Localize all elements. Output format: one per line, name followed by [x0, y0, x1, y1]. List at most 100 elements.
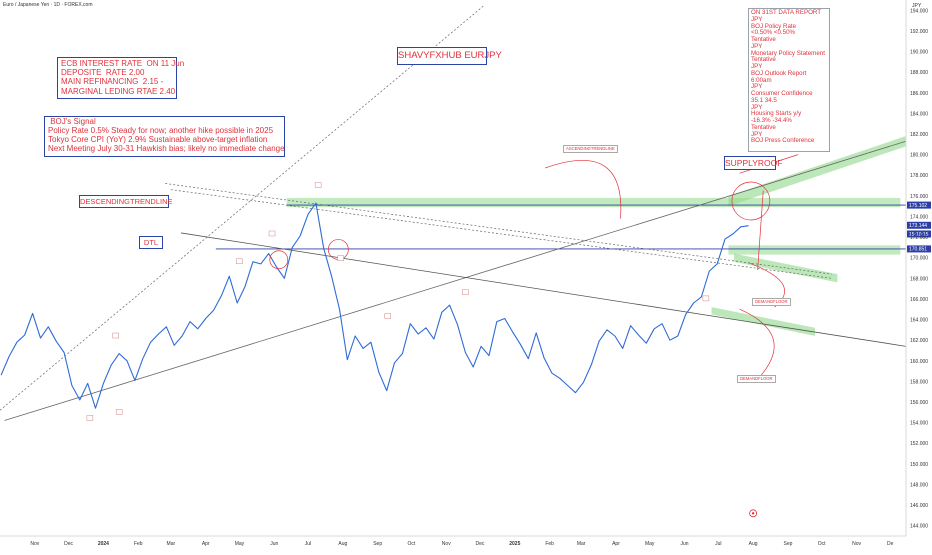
circle-may: [269, 250, 289, 270]
symbol-title: Euro / Japanese Yen · 1D · FOREX.com: [3, 2, 93, 8]
trendlines: [0, 4, 907, 421]
y-tick-label: 178.000: [910, 173, 928, 179]
demand-floor-label-1[interactable]: DEMANDFLOOR: [752, 298, 791, 306]
chart-annotation-title[interactable]: SHAVYFXHUB EURJPY: [397, 47, 502, 65]
y-tick-label: 174.000: [910, 214, 928, 220]
tag-point: [115, 409, 123, 415]
countdown-marker-bg: [907, 230, 931, 238]
support-marker-bg: [907, 245, 931, 253]
countdown-marker: 15:10:15: [909, 232, 929, 238]
arc-demand-2: [739, 308, 775, 380]
y-tick-label: 188.000: [910, 70, 928, 76]
x-tick-label: Nov: [852, 541, 861, 547]
x-tick-label: Oct: [408, 541, 416, 547]
supply-roof-label[interactable]: SUPPLYROOF: [724, 156, 783, 170]
dtl-line: [180, 232, 907, 347]
zones: [286, 136, 906, 337]
x-tick-label: Mar: [167, 541, 176, 547]
x-tick-label: Oct: [818, 541, 826, 547]
x-tick-label: Nov: [30, 541, 39, 547]
x-tick-label: Feb: [134, 541, 143, 547]
tag-point: [268, 230, 276, 237]
marks: 175.102 173.144 15:10:15 170.851: [86, 154, 931, 518]
tag-point: [702, 295, 710, 302]
tag-point: [314, 182, 322, 188]
rising-supply-band: [728, 136, 906, 207]
y-tick-label: 162.000: [910, 338, 928, 344]
y-tick-label: 192.000: [910, 29, 928, 35]
y-tick-label: 172.000: [910, 235, 928, 241]
data-report-note[interactable]: ON 31ST DATA REPORT JPY BOJ Policy Rate …: [748, 8, 830, 152]
tag-point: [86, 415, 94, 421]
y-tick-label: 146.000: [910, 503, 928, 509]
x-tick-label: Mar: [577, 541, 586, 547]
y-axis: 144.000 146.000 148.000 150.000 152.000 154.0…: [905, 0, 928, 536]
y-tick-label: 186.000: [910, 91, 928, 97]
x-tick-label: Jun: [681, 541, 689, 547]
y-tick-label: 150.000: [910, 462, 928, 468]
series: [0, 202, 749, 409]
tag-point: [236, 258, 243, 265]
dotted-uptrend: [0, 4, 485, 411]
dtl-label[interactable]: DTL: [139, 236, 163, 249]
demand-band-1: [734, 253, 838, 283]
x-tick-label: Sep: [373, 541, 382, 547]
current-price-marker-bg: [907, 221, 931, 229]
y-tick-label: 156.000: [910, 400, 928, 406]
x-tick-label: May: [645, 541, 655, 547]
descending-dashed-1: [165, 183, 832, 275]
x-tick-label: Dec: [476, 541, 485, 547]
resistance-marker: 175.102: [909, 203, 927, 209]
descending-dashed-2: [170, 189, 832, 279]
circle-supply: [731, 181, 771, 221]
y-tick-label: 144.000: [910, 524, 928, 530]
resistance-marker-bg: [907, 201, 931, 209]
y-tick-label: 180.000: [910, 153, 928, 159]
y-tick-label: 176.000: [910, 194, 928, 200]
x-tick-label: Aug: [749, 541, 758, 547]
demand-band-2: [711, 307, 815, 337]
y-tick-label: 148.000: [910, 482, 928, 488]
y-tick-label: 170.000: [910, 256, 928, 262]
tag-point: [384, 313, 392, 319]
y-tick-label: 154.000: [910, 421, 928, 427]
demand-floor-label-2[interactable]: DEMANDFLOOR: [737, 375, 776, 383]
y-tick-label: 158.000: [910, 379, 928, 385]
x-tick-label: Apr: [202, 541, 210, 547]
tag-point: [462, 289, 469, 295]
y-tick-label: 160.000: [910, 359, 928, 365]
tag-point: [337, 255, 344, 261]
x-tick-label: Nov: [442, 541, 451, 547]
current-price-marker: 173.144: [909, 223, 927, 229]
y-tick-label: 168.000: [910, 276, 928, 282]
price-line: [0, 202, 749, 409]
boj-signal-note[interactable]: BOJ's Signal Policy Rate 0.5% Steady for…: [44, 116, 285, 157]
ecb-rate-note[interactable]: ECB INTEREST RATE ON 11 Jun DEPOSITE RAT…: [57, 57, 184, 99]
y-tick-label: 164.000: [910, 318, 928, 324]
supply-zone: [286, 197, 901, 208]
x-tick-label: 2025: [509, 541, 520, 547]
x-tick-label: May: [235, 541, 245, 547]
drop-pointer: [757, 190, 764, 271]
x-tick-label: De: [887, 541, 894, 547]
y-tick-label: 182.000: [910, 132, 928, 138]
support-zone: [728, 245, 901, 255]
y-tick-label: 166.000: [910, 297, 928, 303]
descending-trendline-label[interactable]: DESCENDINGTRENDLINE: [79, 195, 173, 208]
x-tick-label: 2024: [98, 541, 109, 547]
tag-point: [112, 332, 119, 339]
x-tick-label: Feb: [545, 541, 554, 547]
y-tick-label: 194.000: [910, 8, 928, 14]
ascending-trendline: [4, 140, 907, 421]
y-tick-label: 152.000: [910, 441, 928, 447]
x-axis: Nov Dec 2024 Feb Mar Apr May Jun Jul Aug Sep Oct Nov…: [0, 535, 906, 547]
x-tick-label: Sep: [784, 541, 793, 547]
arc-ascending: [545, 159, 622, 219]
x-tick-label: Apr: [612, 541, 620, 547]
y-tick-label: 184.000: [910, 111, 928, 117]
axis-unit: JPY: [912, 3, 922, 9]
ascending-trendline-label[interactable]: ASCENDINGTRENDLINE: [563, 145, 618, 153]
x-tick-label: Jul: [305, 541, 311, 547]
